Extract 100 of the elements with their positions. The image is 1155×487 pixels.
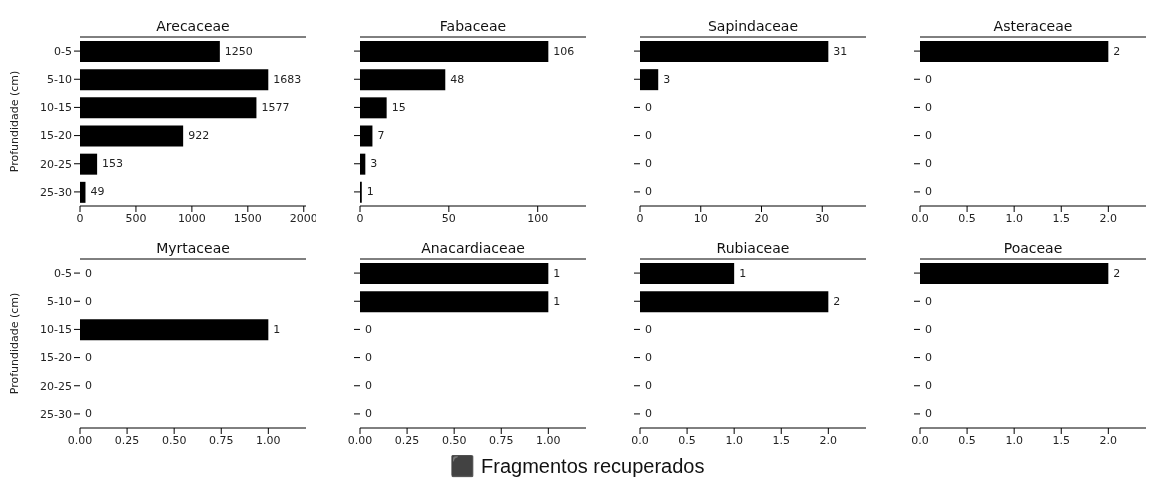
data-label: 0 xyxy=(925,379,932,393)
data-label: 1 xyxy=(366,185,374,199)
x-tick-label: 0.50 xyxy=(161,433,187,447)
x-tick-label: 0.75 xyxy=(489,433,514,447)
x-tick-label: 0.75 xyxy=(209,433,234,447)
data-label: 0 xyxy=(645,185,652,199)
x-tick-label: 2.0 xyxy=(1099,211,1118,225)
x-tick-label: 0.5 xyxy=(678,433,696,447)
data-label: 0 xyxy=(645,351,652,365)
chart-title: Poaceae xyxy=(1002,240,1064,256)
x-tick-label: 0.50 xyxy=(441,433,467,447)
data-label: 0 xyxy=(85,266,92,280)
x-tick-label: 500 xyxy=(125,211,147,225)
x-tick-label: 50 xyxy=(441,211,456,225)
chart-title: Arecaceae xyxy=(155,18,231,34)
x-tick-label: 1.0 xyxy=(725,433,743,447)
y-tick-label: 25-30 xyxy=(40,407,72,421)
data-label: 0 xyxy=(365,407,372,421)
data-label: 2 xyxy=(1113,266,1121,280)
data-label: 0 xyxy=(645,407,652,421)
chart-title: Rubiaceae xyxy=(715,240,791,256)
x-tick-label: 0.5 xyxy=(958,433,976,447)
y-tick-label: 0-5 xyxy=(54,44,72,58)
y-tick-label: 15-20 xyxy=(40,351,72,365)
data-label: 0 xyxy=(85,407,92,421)
x-tick-label: 20 xyxy=(754,211,769,225)
data-label: 0 xyxy=(925,351,932,365)
chart-title: Myrtaceae xyxy=(155,240,231,256)
y-tick-label: 10-15 xyxy=(40,323,72,337)
x-tick-label: 1.5 xyxy=(1052,211,1070,225)
data-label: 0 xyxy=(645,157,652,171)
data-label: 0 xyxy=(925,129,932,143)
chart-title: Asteraceae xyxy=(992,18,1074,34)
x-tick-label: 1.0 xyxy=(1005,433,1023,447)
data-label: 1 xyxy=(553,294,561,308)
x-tick-label: 30 xyxy=(815,211,830,225)
data-label: 0 xyxy=(925,72,932,86)
data-label: 0 xyxy=(85,351,92,365)
data-label: 0 xyxy=(85,379,92,393)
data-label: 0 xyxy=(925,185,932,199)
data-label: 0 xyxy=(85,294,92,308)
x-tick-label: 0.00 xyxy=(347,433,373,447)
x-tick-label: 1.0 xyxy=(1005,211,1023,225)
data-label: 106 xyxy=(553,44,575,58)
data-label: 1577 xyxy=(261,100,290,114)
data-label: 0 xyxy=(365,351,372,365)
x-tick-label: 100 xyxy=(527,211,549,225)
x-tick-label: 1.5 xyxy=(1052,433,1070,447)
x-tick-label: 0 xyxy=(636,211,644,225)
data-label: 7 xyxy=(377,129,385,143)
data-label: 0 xyxy=(645,379,652,393)
x-tick-label: 0.25 xyxy=(394,433,420,447)
x-tick-label: 2.0 xyxy=(819,433,838,447)
data-label: 1 xyxy=(273,322,281,336)
data-label: 0 xyxy=(925,100,932,114)
x-tick-label: 2.0 xyxy=(1099,433,1118,447)
x-tick-label: 0.5 xyxy=(958,211,976,225)
data-label: 1 xyxy=(553,266,561,280)
data-label: 0 xyxy=(925,322,932,336)
data-label: 0 xyxy=(925,407,932,421)
data-label: 3 xyxy=(663,72,671,86)
x-tick-label: 0.0 xyxy=(631,433,649,447)
x-tick-label: 1000 xyxy=(177,211,206,225)
data-label: 15 xyxy=(391,100,406,114)
x-tick-label: 0.0 xyxy=(911,211,929,225)
data-label: 3 xyxy=(370,157,378,171)
data-label: 48 xyxy=(450,72,465,86)
data-label: 0 xyxy=(645,322,652,336)
x-tick-label: 0 xyxy=(76,211,84,225)
data-label: 0 xyxy=(645,129,652,143)
y-tick-label: 20-25 xyxy=(40,157,72,171)
data-label: 0 xyxy=(365,379,372,393)
x-tick-label: 1.00 xyxy=(536,433,561,447)
data-label: 1 xyxy=(739,266,747,280)
data-label: 922 xyxy=(188,129,210,143)
y-tick-label: 15-20 xyxy=(40,129,72,143)
data-label: 1250 xyxy=(224,44,253,58)
x-tick-label: 1.5 xyxy=(772,433,790,447)
x-tick-label: 0 xyxy=(356,211,364,225)
data-label: 2 xyxy=(1113,44,1121,58)
x-tick-label: 10 xyxy=(693,211,708,225)
x-tick-label: 0.25 xyxy=(114,433,140,447)
y-tick-label: 5-10 xyxy=(47,295,72,309)
y-tick-label: 5-10 xyxy=(47,73,72,87)
data-label: 1683 xyxy=(273,72,302,86)
x-tick-label: 0.0 xyxy=(911,433,929,447)
data-label: 0 xyxy=(925,157,932,171)
data-label: 31 xyxy=(833,44,848,58)
y-tick-label: 10-15 xyxy=(40,101,72,115)
x-tick-label: 1.00 xyxy=(256,433,281,447)
x-tick-label: 0.00 xyxy=(67,433,93,447)
chart-title: Sapindaceae xyxy=(706,18,800,34)
y-tick-label: 20-25 xyxy=(40,379,72,393)
data-label: 0 xyxy=(365,322,372,336)
data-label: 0 xyxy=(925,294,932,308)
text: ⬛ Fragmentos recuperados xyxy=(449,454,706,478)
x-tick-label: 1500 xyxy=(233,211,262,225)
data-label: 153 xyxy=(102,157,124,171)
y-axis-title: Profundidade (cm) xyxy=(7,70,21,173)
data-label: 49 xyxy=(90,185,105,199)
